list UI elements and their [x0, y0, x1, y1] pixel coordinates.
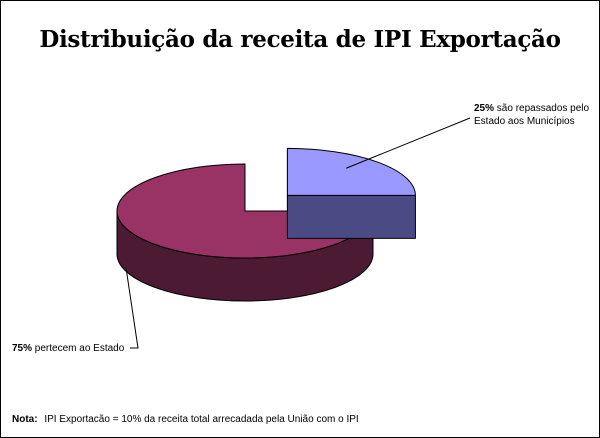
chart-title: Distribuição da receita de IPI Exportaçã… [39, 26, 561, 53]
slice-label-estado: 75% pertecem ao Estado [12, 342, 124, 355]
slice-text-municipios-1: são repassados pelo [496, 103, 590, 114]
slice-text-estado: pertecem ao Estado [34, 343, 125, 354]
leader-line-estado [125, 268, 139, 349]
footnote: Nota: IPI Exportacão = 10% da receita to… [12, 414, 359, 425]
slice-percent-municipios: 25% [474, 103, 495, 114]
leader-line-municipios [345, 117, 471, 169]
pie-cut-face-municipios-1 [286, 194, 416, 239]
footnote-text: IPI Exportacão = 10% da receita total ar… [44, 414, 359, 425]
pie-slice-municipios [286, 147, 416, 196]
slice-text-municipios-2: Estado aos Municípios [474, 116, 575, 127]
footnote-key: Nota: [12, 414, 38, 425]
slice-percent-estado: 75% [12, 343, 33, 354]
slice-label-municipios: 25% são repassados pelo Estado aos Munic… [474, 102, 589, 128]
